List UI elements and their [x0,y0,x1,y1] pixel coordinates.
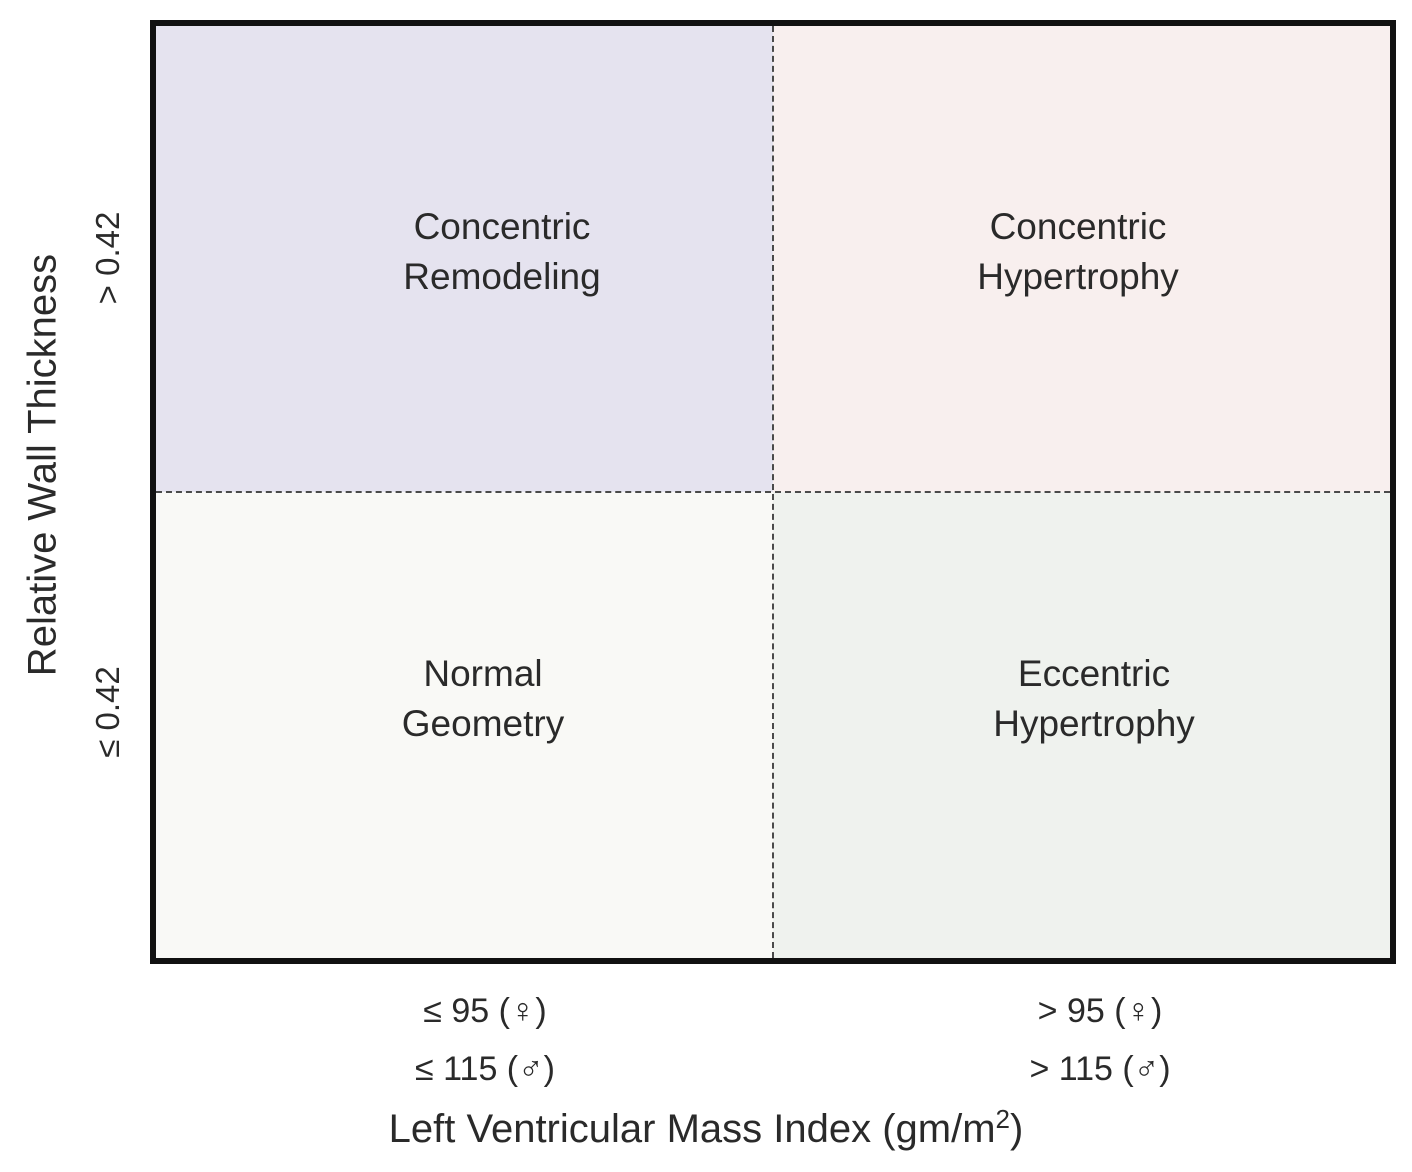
label-eccentric-hypertrophy: Eccentric Hypertrophy [894,649,1294,749]
horizontal-divider [156,491,1390,493]
label-line: Hypertrophy [977,256,1179,297]
label-line: Concentric [413,206,591,247]
label-line: Concentric [989,206,1167,247]
x-axis-label: Left Ventricular Mass Index (gm/m2) [0,1104,1412,1152]
diagram-frame: Concentric Remodeling Concentric Hypertr… [150,20,1396,964]
label-line: Eccentric [1017,653,1171,694]
y-tick-high: > 0.42 [89,211,126,305]
label-concentric-remodeling: Concentric Remodeling [302,202,702,302]
x-tick-high-female: > 95 (♀) [1037,992,1163,1030]
label-line: Hypertrophy [993,703,1195,744]
label-line: Normal [423,653,543,694]
x-axis-label-superscript: 2 [995,1104,1011,1134]
label-normal-geometry: Normal Geometry [283,649,683,749]
x-axis-label-text: Left Ventricular Mass Index (gm/m [388,1107,996,1151]
label-concentric-hypertrophy: Concentric Hypertrophy [878,202,1278,302]
x-tick-low-female: ≤ 95 (♀) [423,992,547,1030]
quadrant-concentric-hypertrophy [773,26,1390,492]
quadrant-normal-geometry [156,492,773,958]
quadrant-concentric-remodeling [156,26,773,492]
quadrant-eccentric-hypertrophy [773,492,1390,958]
x-axis-label-end: ) [1010,1107,1024,1151]
y-tick-low: ≤ 0.42 [89,666,126,758]
y-axis-label: Relative Wall Thickness [20,253,65,677]
label-line: Remodeling [403,256,601,297]
x-tick-low-male: ≤ 115 (♂) [415,1050,555,1088]
x-tick-low: ≤ 95 (♀) ≤ 115 (♂) [335,982,635,1098]
label-line: Geometry [401,703,565,744]
x-tick-high-male: > 115 (♂) [1029,1050,1171,1088]
x-tick-high: > 95 (♀) > 115 (♂) [950,982,1250,1098]
